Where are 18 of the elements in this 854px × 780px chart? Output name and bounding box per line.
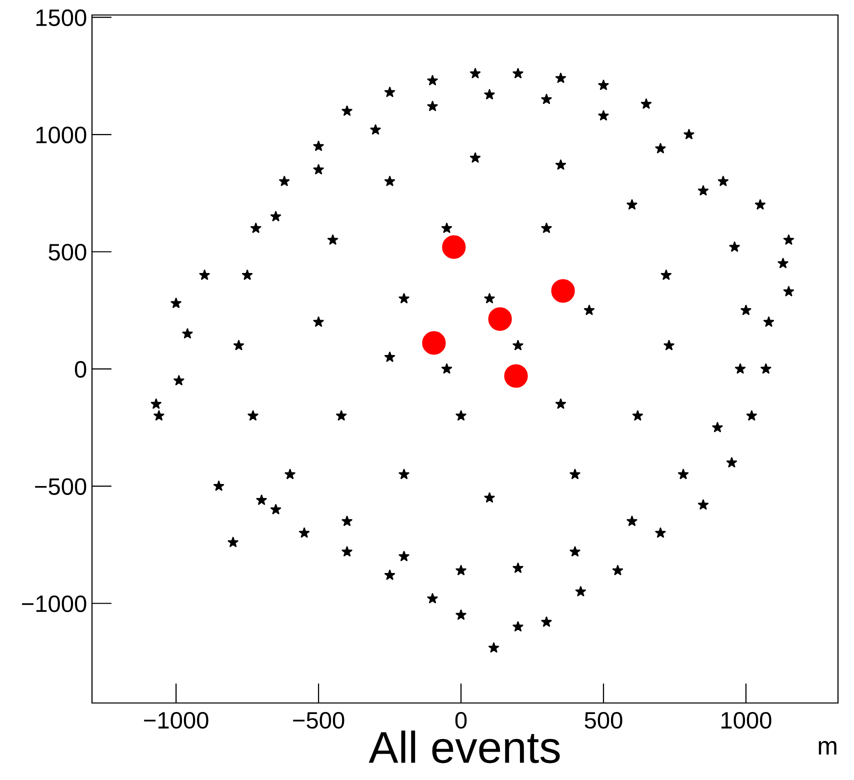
point (488, 307, 512, 331)
x-tick-label: −500 (293, 712, 344, 729)
y-tick-label: −1000 (22, 595, 86, 612)
y-tick-label: 1000 (36, 126, 86, 144)
text: m (818, 741, 836, 754)
x-tick-label: −1000 (144, 712, 208, 729)
y-tick-label: 0 (74, 361, 86, 378)
point (551, 279, 575, 303)
point (442, 235, 466, 259)
x-tick-label: 1000 (722, 712, 772, 729)
y-tick-label: 500 (48, 244, 86, 261)
x-tick-label: 0 (455, 712, 467, 729)
y-tick-label: 1500 (36, 9, 86, 26)
point (504, 364, 528, 388)
y-tick-label: −500 (35, 478, 86, 495)
x-tick-label: 500 (584, 712, 622, 729)
point (422, 331, 446, 355)
x-axis-title: All events (368, 730, 560, 764)
